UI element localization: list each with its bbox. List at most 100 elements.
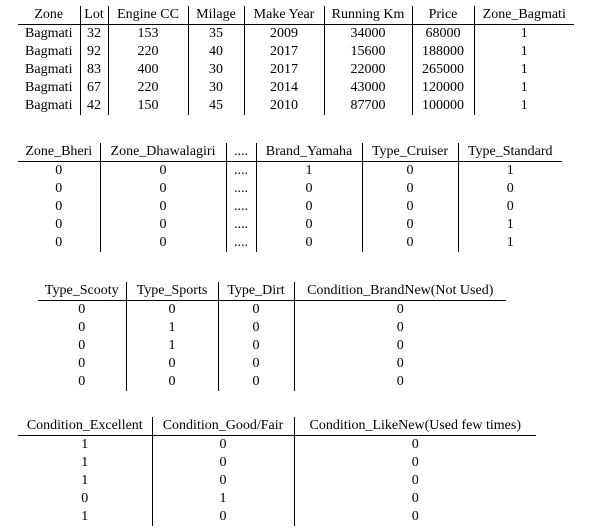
table-cell: 30	[187, 79, 244, 97]
table-cell: 1	[457, 216, 562, 234]
table-cell: 0	[151, 508, 294, 526]
table-cell: 0	[361, 234, 458, 252]
table-row: 0 0 .... 0 0 0	[18, 180, 562, 198]
table-cell: 0	[99, 234, 226, 252]
table-cell: 0	[78, 302, 86, 317]
table-row: 1 0 0	[18, 508, 536, 526]
column-header: Engine CC	[107, 6, 188, 25]
table-cell: 1	[473, 24, 574, 43]
table-cell: 0	[99, 198, 226, 216]
column-header: Condition_LikeNew(Used few times)	[293, 417, 536, 436]
table-cell: 42	[79, 97, 108, 115]
table-cell: 1	[457, 234, 562, 252]
table-cell: Bagmati	[25, 26, 73, 41]
table-cell: 1	[81, 473, 89, 488]
column-header: Zone_Dhawalagiri	[99, 143, 226, 162]
table-cell: 1	[151, 490, 294, 508]
table-cell: 0	[217, 337, 294, 355]
table-cell: 40	[187, 43, 244, 61]
table-row: 0 0 .... 0 0 1	[18, 216, 562, 234]
table-cell: 0	[55, 235, 63, 250]
table-4: Condition_Excellent Condition_Good/Fair …	[18, 417, 536, 526]
table-cell: 265000	[411, 61, 474, 79]
table-cell: 0	[55, 181, 63, 196]
table-cell: 68000	[411, 24, 474, 43]
column-header: Zone_Bagmati	[473, 6, 574, 25]
column-header: Lot	[79, 6, 108, 25]
table-cell: 35	[187, 24, 244, 43]
table-cell: 0	[55, 217, 63, 232]
column-header: Condition_BrandNew(Not Used)	[293, 282, 506, 301]
table-row: 1 0 0	[18, 435, 536, 454]
table-cell: 153	[107, 24, 188, 43]
table-row: 0 0 0 0	[38, 373, 506, 391]
table-cell: 32	[79, 24, 108, 43]
table-cell: 2009	[243, 24, 324, 43]
table-cell: 0	[99, 161, 226, 180]
table-cell: 0	[293, 337, 506, 355]
table-cell: 0	[217, 319, 294, 337]
table-cell: 0	[55, 163, 63, 178]
table-cell: 83	[79, 61, 108, 79]
table-cell: 0	[217, 355, 294, 373]
table-cell: 100000	[411, 97, 474, 115]
table-cell: 30	[187, 61, 244, 79]
table-cell: Bagmati	[25, 80, 73, 95]
table-cell: 1	[255, 161, 362, 180]
table-cell: 0	[293, 508, 536, 526]
table-cell: 45	[187, 97, 244, 115]
column-header: ....	[225, 143, 256, 162]
table-cell: 0	[293, 454, 536, 472]
table-row: 0 1 0 0	[38, 319, 506, 337]
header-row: Zone_Bheri Zone_Dhawalagiri .... Brand_Y…	[18, 143, 562, 162]
table-cell: 1	[473, 97, 574, 115]
table-cell: 0	[78, 356, 86, 371]
table-cell: 0	[99, 180, 226, 198]
table-cell: 1	[81, 455, 89, 470]
table-cell: 67	[79, 79, 108, 97]
column-header: Brand_Yamaha	[255, 143, 362, 162]
table-cell: Bagmati	[25, 44, 73, 59]
table-cell: 34000	[323, 24, 412, 43]
column-header: Make Year	[243, 6, 324, 25]
table-row: Bagmati 67 220 30 2014 43000 120000 1	[18, 79, 574, 97]
table-cell: 1	[473, 79, 574, 97]
table-cell: 0	[151, 435, 294, 454]
table-row: 0 0 0 0	[38, 355, 506, 373]
table-cell: 120000	[411, 79, 474, 97]
table-cell: 92	[79, 43, 108, 61]
table-cell: 0	[81, 491, 89, 506]
table-row: Bagmati 83 400 30 2017 22000 265000 1	[18, 61, 574, 79]
table-cell: 0	[78, 338, 86, 353]
table-cell: 0	[217, 300, 294, 319]
table-cell: 0	[151, 454, 294, 472]
table-cell: 0	[78, 320, 86, 335]
table-cell: 0	[457, 198, 562, 216]
table-cell: 220	[107, 79, 188, 97]
table-row: 1 0 0	[18, 472, 536, 490]
table-cell: 43000	[323, 79, 412, 97]
table-row: 0 0 .... 0 0 1	[18, 234, 562, 252]
table-cell: 0	[99, 216, 226, 234]
column-header: Type_Standard	[457, 143, 562, 162]
table-row: 0 1 0	[18, 490, 536, 508]
table-cell: 87700	[323, 97, 412, 115]
table-cell: 0	[255, 216, 362, 234]
table-cell: 0	[217, 373, 294, 391]
table-cell: 2010	[243, 97, 324, 115]
table-cell: 0	[293, 300, 506, 319]
table-cell: 0	[293, 435, 536, 454]
table-cell: 400	[107, 61, 188, 79]
table-cell: 2017	[243, 61, 324, 79]
table-cell: 0	[55, 199, 63, 214]
table-cell: 0	[293, 472, 536, 490]
table-cell: 0	[255, 180, 362, 198]
table-cell: ....	[225, 161, 256, 180]
table-cell: 2014	[243, 79, 324, 97]
header-row: Condition_Excellent Condition_Good/Fair …	[18, 417, 536, 436]
table-row: Bagmati 92 220 40 2017 15600 188000 1	[18, 43, 574, 61]
header-row: Type_Scooty Type_Sports Type_Dirt Condit…	[38, 282, 506, 301]
table-cell: 0	[255, 234, 362, 252]
table-cell: 0	[457, 180, 562, 198]
table-cell: Bagmati	[25, 98, 73, 113]
